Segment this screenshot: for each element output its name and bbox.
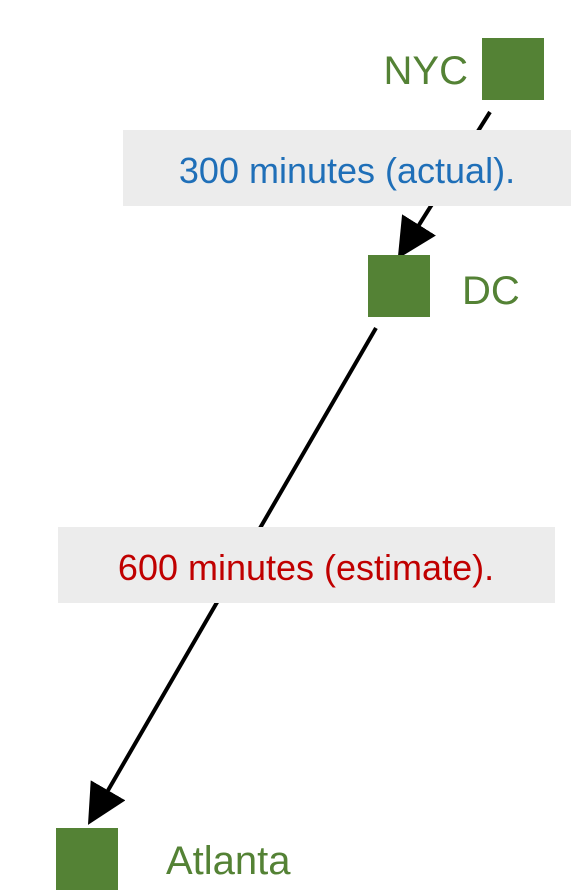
node-label: NYC	[384, 49, 468, 93]
edge-label-text: 600 minutes (estimate).	[118, 547, 494, 588]
edge-label-background	[123, 130, 571, 206]
node-square	[368, 255, 430, 317]
node-square	[482, 38, 544, 100]
node-atlanta: Atlanta	[56, 828, 291, 890]
node-nyc: NYC	[384, 38, 544, 100]
node-label: DC	[462, 269, 520, 313]
node-square	[56, 828, 118, 890]
node-dc: DC	[368, 255, 520, 317]
edge-label-dc-atlanta: 600 minutes (estimate).	[58, 527, 555, 603]
node-label: Atlanta	[166, 839, 291, 883]
edge-label-text: 300 minutes (actual).	[179, 150, 515, 191]
edge-label-nyc-dc: 300 minutes (actual).	[123, 130, 571, 206]
edge-label-background	[58, 527, 555, 603]
